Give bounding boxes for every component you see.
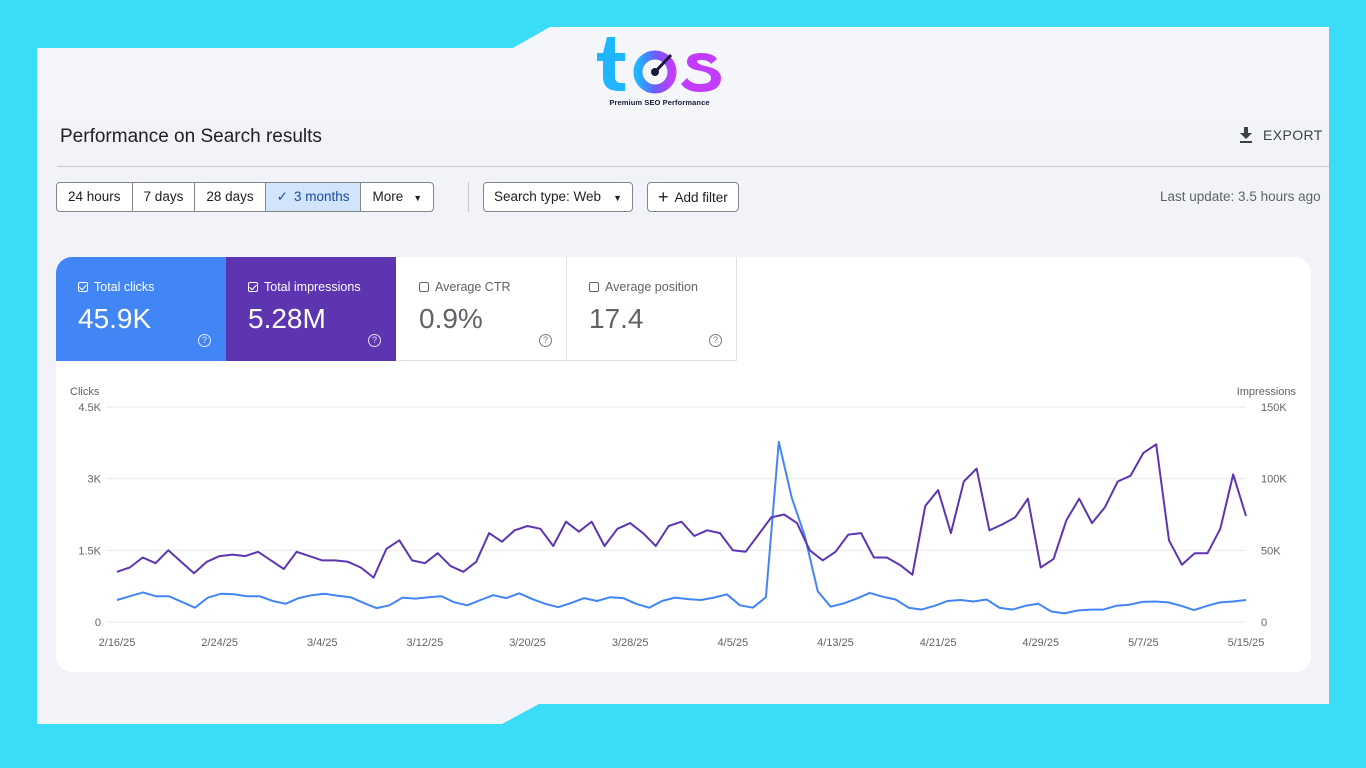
x-tick-label: 3/20/25 (509, 637, 546, 649)
caret-down-icon: ▼ (413, 193, 423, 203)
plus-icon: + (658, 187, 669, 207)
date-range-selector: 24 hours 7 days 28 days ✓ 3 months More ▼ (56, 182, 435, 212)
logo-icon (597, 37, 721, 94)
help-icon[interactable]: ? (539, 334, 552, 347)
performance-chart: Clicks Impressions 0 0 1.5K 50K 3K 100K 4.5K 150K… (70, 386, 1297, 649)
x-tick-label: 2/24/25 (201, 637, 238, 649)
x-tick-label: 4/13/25 (817, 637, 854, 649)
checkbox-icon[interactable] (589, 282, 599, 292)
range-3-months[interactable]: ✓ 3 months (265, 183, 362, 211)
metric-total-impressions[interactable]: Total impressions 5.28M ? (226, 257, 396, 361)
page-title: Performance on Search results (60, 126, 322, 147)
right-tick-label: 50K (1261, 545, 1281, 557)
logo-band: Premium SEO Performance (37, 27, 1329, 119)
metric-average-position[interactable]: Average position 17.4 ? (567, 257, 737, 361)
range-more-label: More (372, 189, 404, 204)
export-button[interactable]: EXPORT (1239, 127, 1323, 143)
range-7-days[interactable]: 7 days (133, 183, 196, 211)
metric-label: Average CTR (435, 280, 511, 294)
metric-label: Total impressions (264, 280, 361, 294)
x-tick-label: 3/4/25 (307, 637, 338, 649)
metric-total-clicks[interactable]: Total clicks 45.9K ? (56, 257, 226, 361)
x-tick-label: 3/12/25 (407, 637, 444, 649)
impressions-series-line (116, 443, 1247, 579)
toolbar-separator (468, 182, 469, 212)
add-filter-label: Add filter (674, 190, 728, 205)
metric-average-ctr[interactable]: Average CTR 0.9% ? (397, 257, 567, 361)
help-icon[interactable]: ? (198, 334, 211, 347)
check-icon: ✓ (276, 189, 288, 204)
left-tick-label: 3K (88, 474, 102, 486)
left-tick-label: 1.5K (78, 545, 101, 557)
left-axis-label: Clicks (70, 386, 100, 398)
checkbox-icon[interactable] (419, 282, 429, 292)
x-tick-label: 3/28/25 (612, 637, 649, 649)
x-tick-label: 4/29/25 (1022, 637, 1059, 649)
x-tick-label: 5/15/25 (1228, 637, 1265, 649)
help-icon[interactable]: ? (709, 334, 722, 347)
export-label: EXPORT (1263, 127, 1323, 143)
range-24-hours[interactable]: 24 hours (57, 183, 133, 211)
range-28-days[interactable]: 28 days (195, 183, 266, 211)
range-more-dropdown[interactable]: More ▼ (361, 183, 433, 211)
x-tick-label: 4/5/25 (718, 637, 749, 649)
x-tick-label: 2/16/25 (99, 637, 136, 649)
performance-card: Total clicks 45.9K ? Total impressions 5… (56, 257, 1311, 672)
download-icon (1240, 127, 1252, 143)
metric-value: 0.9% (419, 303, 483, 334)
metric-label: Total clicks (94, 280, 155, 294)
search-type-label: Search type: Web (494, 189, 602, 204)
right-tick-label: 100K (1261, 474, 1287, 486)
brand-logo: Premium SEO Performance (593, 33, 723, 113)
window-frame: Premium SEO Performance Performance on S… (37, 27, 1329, 724)
metric-value: 5.28M (248, 303, 326, 334)
right-axis-label: Impressions (1237, 386, 1297, 398)
logo-tagline: Premium SEO Performance (609, 98, 710, 107)
metric-label: Average position (605, 280, 698, 294)
last-update-text: Last update: 3.5 hours ago (1160, 189, 1321, 204)
range-3-months-label: 3 months (293, 189, 350, 204)
x-tick-label: 4/21/25 (920, 637, 957, 649)
metric-value: 45.9K (78, 303, 152, 334)
search-type-dropdown[interactable]: Search type: Web ▼ (483, 182, 633, 212)
metric-value: 17.4 (589, 303, 644, 334)
header-divider (57, 166, 1329, 167)
clicks-series-line (116, 440, 1247, 615)
left-tick-label: 0 (95, 617, 101, 629)
x-tick-label: 5/7/25 (1128, 637, 1159, 649)
checkbox-icon[interactable] (78, 282, 88, 292)
right-tick-label: 150K (1261, 402, 1287, 414)
right-tick-label: 0 (1261, 617, 1267, 629)
help-icon[interactable]: ? (368, 334, 381, 347)
add-filter-button[interactable]: + Add filter (647, 182, 739, 212)
left-tick-label: 4.5K (78, 402, 101, 414)
checkbox-icon[interactable] (248, 282, 258, 292)
caret-down-icon: ▼ (613, 193, 622, 203)
